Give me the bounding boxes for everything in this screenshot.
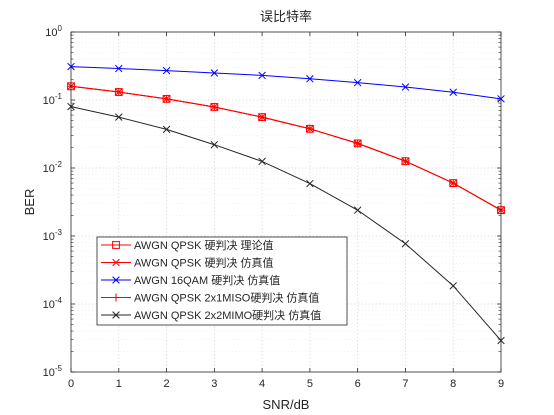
ticks: 0 1 2 3 4 5 6 7 8 9 100 10-1 10-2 10-3 10-4 10-5 [43, 24, 504, 390]
series-3-point [210, 69, 219, 77]
x-tick-label: 5 [307, 378, 313, 390]
x-tick-label: 3 [211, 378, 217, 390]
series-5-point [306, 179, 314, 188]
legend-item-2: AWGN QPSK 硬判决 仿真值 [101, 256, 274, 270]
series-4-point [210, 102, 219, 111]
x-tick-label: 0 [68, 378, 74, 390]
series-4-point [258, 113, 267, 122]
axes-box [70, 31, 502, 373]
series-3-point [401, 83, 410, 91]
series-4-point [305, 124, 314, 133]
series-4-point [162, 94, 171, 103]
series-5-point [449, 282, 457, 290]
legend-item-5: AWGN QPSK 2x2MIMO硬判决 仿真值 [101, 308, 321, 322]
y-axis-label: BER [22, 189, 37, 216]
x-tick-label: 2 [163, 378, 169, 390]
legend-swatch-marker [112, 241, 120, 249]
series-3-point [353, 78, 362, 87]
y-tick-label: 10-4 [43, 296, 63, 311]
legend-swatch-marker [112, 293, 120, 302]
y-tick-label: 10-3 [43, 228, 63, 243]
legend-box [96, 236, 348, 326]
series-5-point [162, 125, 171, 134]
legend-label: AWGN QPSK 2x2MIMO硬判决 仿真值 [134, 308, 321, 322]
series-3-point [258, 71, 266, 80]
legend-swatch-marker [112, 276, 120, 284]
series-4-point [353, 139, 362, 148]
legend-swatch-marker [112, 311, 120, 319]
x-tick-label: 8 [450, 378, 456, 390]
legend-items: AWGN QPSK 硬判决 理论值 AWGN QPSK 硬判决 仿真值 AWGN 1… [101, 238, 321, 322]
y-tick-label: 10-2 [43, 160, 63, 175]
series-3-point [306, 75, 314, 83]
series-4-point [449, 179, 458, 188]
legend-label: AWGN 16QAM 硬判决 仿真值 [134, 273, 280, 287]
series-3 [67, 62, 505, 103]
series-3-point [162, 66, 171, 75]
y-tick-label: 10-5 [43, 364, 63, 379]
legend-label: AWGN QPSK 2x1MISO硬判决 仿真值 [134, 291, 319, 305]
legend-label: AWGN QPSK 硬判决 仿真值 [134, 256, 274, 270]
x-axis-label: SNR/dB [263, 397, 310, 412]
series-3-point [115, 64, 123, 73]
series-3-point [449, 88, 457, 97]
series-5-point [210, 140, 219, 149]
series-3-line [70, 66, 502, 100]
series-4-line [70, 85, 502, 211]
x-tick-label: 7 [402, 378, 408, 390]
x-tick-label: 4 [259, 378, 265, 390]
series-5-point [353, 206, 362, 214]
series-5 [67, 102, 505, 345]
series-5-point [258, 157, 266, 166]
legend-swatch-marker [112, 258, 120, 267]
series-4-point [401, 157, 410, 166]
y-tick-label: 100 [45, 24, 62, 39]
series-5-point [401, 239, 410, 248]
legend-item-1: AWGN QPSK 硬判决 理论值 [101, 238, 274, 252]
legend-item-3: AWGN 16QAM 硬判决 仿真值 [101, 273, 280, 287]
x-tick-label: 9 [498, 378, 504, 390]
x-tick-label: 6 [355, 378, 361, 390]
series-5-point [115, 113, 123, 121]
chart-title: 误比特率 [260, 9, 312, 24]
legend-label: AWGN QPSK 硬判决 理论值 [134, 238, 274, 252]
series-5-line [70, 106, 502, 341]
series-layer [67, 62, 505, 345]
legend-item-4: AWGN QPSK 2x1MISO硬判决 仿真值 [101, 291, 319, 305]
legend: AWGN QPSK 硬判决 理论值 AWGN QPSK 硬判决 仿真值 AWGN 1… [96, 236, 348, 326]
y-tick-label: 10-1 [43, 92, 63, 107]
series-4-point [114, 88, 123, 97]
x-tick-label: 1 [116, 378, 122, 390]
